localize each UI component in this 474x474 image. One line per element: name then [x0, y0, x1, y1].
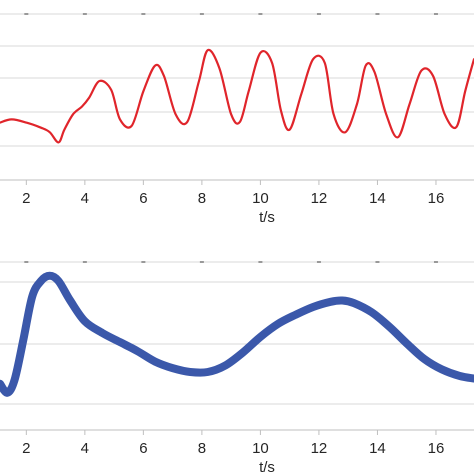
x-tick-label: 2 — [22, 440, 30, 457]
x-tick-label: 14 — [369, 190, 386, 207]
series-line — [0, 271, 474, 397]
x-tick-label: 4 — [81, 190, 89, 207]
top-chart-panel: 2 4 6 8 10 12 14 16 t/s — [0, 13, 474, 226]
x-tick-label: 6 — [139, 440, 147, 457]
x-axis-title: t/s — [259, 459, 275, 474]
bottom-chart-panel: 2 4 6 8 10 12 14 16 t/s — [0, 261, 474, 474]
x-tick-label: 2 — [22, 190, 30, 207]
x-tick-label: 14 — [369, 440, 386, 457]
x-tick-label: 10 — [252, 440, 269, 457]
x-tick-label: 16 — [428, 190, 445, 207]
series-line — [0, 48, 474, 144]
x-tick-label: 10 — [252, 190, 269, 207]
x-tick-label: 12 — [311, 190, 328, 207]
x-axis-title: t/s — [259, 209, 275, 226]
x-tick-label: 12 — [311, 440, 328, 457]
x-tick-label: 16 — [428, 440, 445, 457]
x-tick-label: 8 — [198, 190, 206, 207]
x-tick-label: 8 — [198, 440, 206, 457]
x-tick-label: 6 — [139, 190, 147, 207]
x-tick-label: 4 — [81, 440, 89, 457]
